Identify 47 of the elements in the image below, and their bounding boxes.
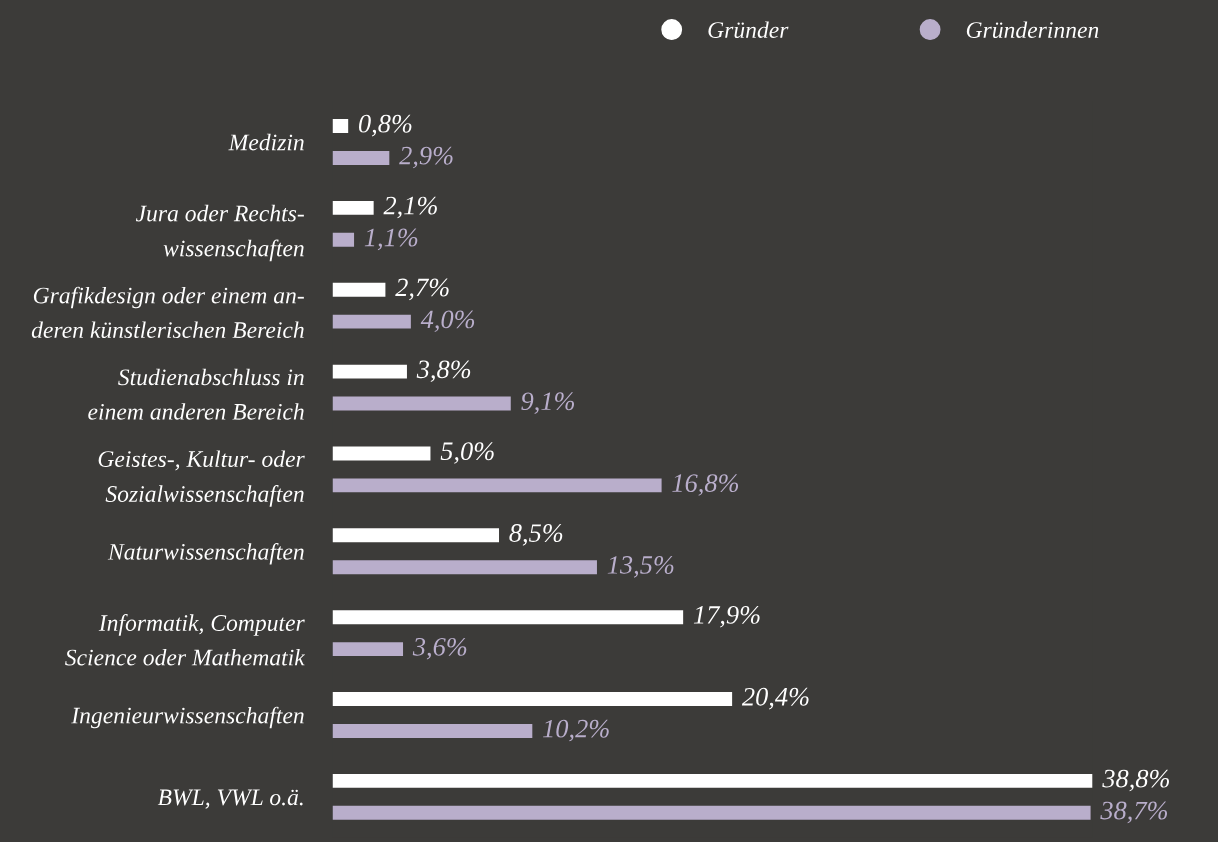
bar — [332, 610, 684, 625]
bar — [332, 642, 404, 657]
data-label: 20,4% — [741, 687, 809, 710]
bar — [332, 692, 733, 706]
legend-label: Gründer — [708, 21, 789, 39]
data-label: 3,6% — [412, 637, 467, 660]
y-tick-label: BWL, VWL o.ä. — [157, 789, 303, 809]
data-label: 17,9% — [693, 605, 760, 628]
y-tick-label: Informatik, Computer Science oder Mathematik — [65, 614, 306, 666]
bar — [332, 396, 511, 411]
data-label: 10,2% — [543, 719, 609, 742]
data-label: 13,5% — [607, 556, 674, 578]
data-label: 16,8% — [672, 474, 739, 496]
bar — [332, 446, 431, 461]
y-tick-label: Ingenieurwissenschaften — [71, 706, 304, 729]
bar — [332, 200, 374, 215]
data-label: 2,1% — [383, 196, 437, 219]
bar — [332, 364, 407, 379]
data-label: 4,0% — [420, 310, 475, 333]
data-label: 38,7% — [1100, 801, 1168, 824]
bar — [332, 560, 597, 575]
data-label: 0,8% — [359, 114, 412, 137]
data-label: 3,8% — [416, 360, 471, 382]
data-label: 8,5% — [509, 524, 563, 546]
bar — [332, 528, 500, 543]
data-label: 1,1% — [364, 228, 418, 251]
bar — [332, 232, 355, 247]
y-tick-label: Naturwissenschaften — [107, 542, 304, 565]
data-label: 38,8% — [1102, 769, 1169, 792]
y-tick-label: Grafikdesign oder einem an- deren künstlerischen Bereich — [31, 286, 304, 339]
legend-label: Gründerinnen — [966, 21, 1099, 39]
y-tick-label: Jura oder Rechts- wissenschaften — [135, 204, 304, 262]
y-tick-label: Studienabschluss in einem anderen Bereich — [88, 368, 304, 420]
bar — [332, 773, 1093, 788]
bar — [332, 314, 411, 329]
bar — [332, 119, 349, 133]
data-label: 9,1% — [521, 392, 575, 414]
bar — [332, 724, 533, 738]
y-tick-label: Medizin — [228, 133, 304, 151]
bar — [332, 150, 390, 165]
bar — [332, 478, 662, 493]
bar — [332, 282, 386, 297]
data-label: 2,7% — [395, 278, 449, 301]
y-tick-label: Geistes-, Kultur- oder Sozialwissenschaften — [98, 450, 305, 507]
data-label: 2,9% — [399, 146, 453, 169]
bar — [332, 805, 1091, 820]
data-label: 5,0% — [440, 442, 494, 464]
